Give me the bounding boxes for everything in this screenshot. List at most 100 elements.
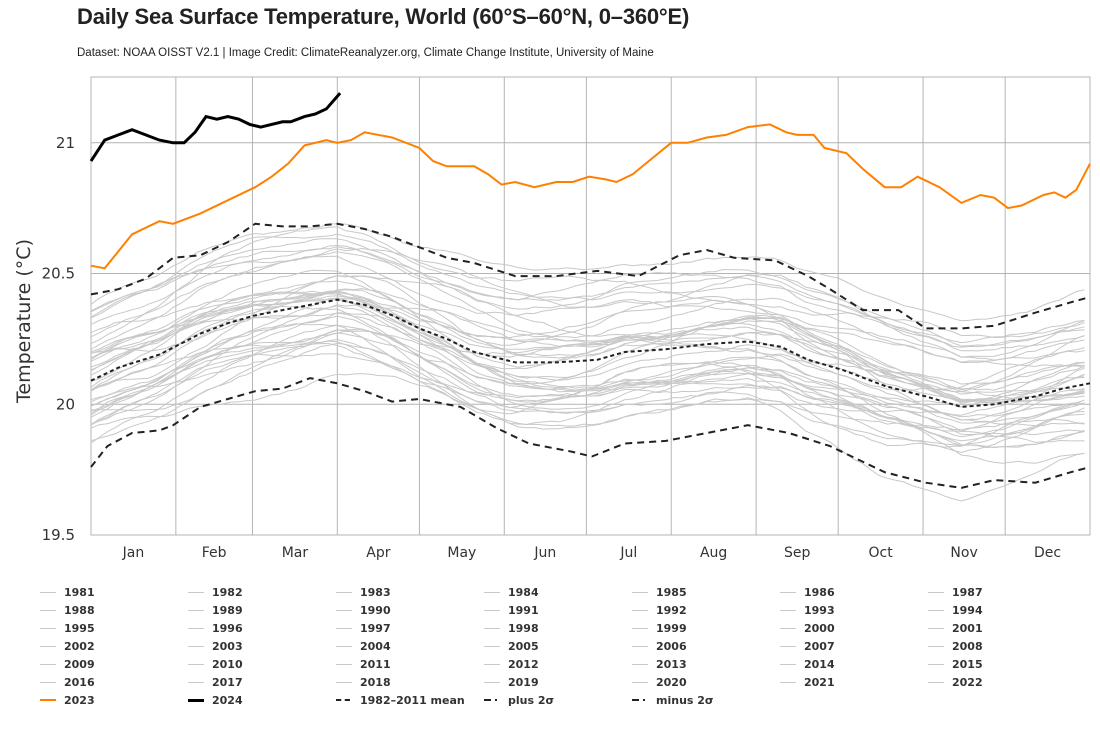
- legend-label: 2017: [212, 675, 243, 689]
- x-tick-label: Dec: [1034, 545, 1061, 561]
- legend-item[interactable]: 1997: [336, 619, 391, 637]
- legend-item[interactable]: 1994: [928, 601, 983, 619]
- legend-label: 2021: [804, 675, 835, 689]
- legend-label: 1994: [952, 603, 983, 617]
- legend-swatch: [928, 681, 944, 683]
- legend-item[interactable]: 2014: [780, 655, 835, 673]
- legend-item[interactable]: 2023: [40, 691, 95, 709]
- series-line-2016: [90, 223, 1085, 322]
- legend-swatch: [632, 609, 648, 611]
- legend-item[interactable]: 2000: [780, 619, 835, 637]
- legend-item[interactable]: 1999: [632, 619, 687, 637]
- legend-item[interactable]: 1983: [336, 583, 391, 601]
- series-line-2018: [90, 255, 1085, 361]
- legend-item[interactable]: 1993: [780, 601, 835, 619]
- legend-item[interactable]: 1986: [780, 583, 835, 601]
- legend-item[interactable]: 2006: [632, 637, 687, 655]
- legend-label: 2024: [212, 693, 243, 707]
- legend-swatch: [632, 663, 648, 665]
- series-line-2007: [90, 312, 1085, 424]
- series-line-1994: [90, 305, 1085, 426]
- legend-swatch: [188, 627, 204, 629]
- legend-item[interactable]: 1991: [484, 601, 539, 619]
- legend-item[interactable]: plus 2σ: [484, 691, 554, 709]
- series-line-2008: [90, 275, 1085, 392]
- legend-item[interactable]: 1988: [40, 601, 95, 619]
- legend-swatch: [780, 645, 796, 647]
- legend-label: 2013: [656, 657, 687, 671]
- x-tick-label: Jul: [619, 545, 637, 561]
- legend-item[interactable]: 1996: [188, 619, 243, 637]
- legend-item[interactable]: 1998: [484, 619, 539, 637]
- legend-label: 2023: [64, 693, 95, 707]
- legend-item[interactable]: 2020: [632, 673, 687, 691]
- legend-item[interactable]: 2009: [40, 655, 95, 673]
- y-axis-label: Temperature (°C): [13, 239, 35, 404]
- legend-label: 1983: [360, 585, 391, 599]
- legend-item[interactable]: minus 2σ: [632, 691, 714, 709]
- legend-label: 1999: [656, 621, 687, 635]
- legend-swatch: [188, 591, 204, 593]
- legend-item[interactable]: 1985: [632, 583, 687, 601]
- legend-item[interactable]: 2001: [928, 619, 983, 637]
- x-tick-label: Jan: [122, 545, 145, 561]
- series-line-2005: [90, 280, 1085, 385]
- legend-item[interactable]: 1992: [632, 601, 687, 619]
- legend-item[interactable]: 1982: [188, 583, 243, 601]
- legend-item[interactable]: 2016: [40, 673, 95, 691]
- legend-item[interactable]: 2005: [484, 637, 539, 655]
- x-tick-label: Apr: [366, 545, 390, 561]
- legend-label: 2012: [508, 657, 539, 671]
- legend-item[interactable]: 2002: [40, 637, 95, 655]
- sst-line-chart: 19.5 20 20.5 21 Jan Feb Mar Apr May Jun Jul Aug Sep O…: [13, 76, 1091, 561]
- legend-label: 2019: [508, 675, 539, 689]
- legend-swatch: [40, 663, 56, 665]
- legend-item[interactable]: 2022: [928, 673, 983, 691]
- legend-item[interactable]: 2010: [188, 655, 243, 673]
- series-line-2019: [90, 233, 1085, 347]
- legend-swatch: [336, 591, 352, 593]
- legend-item[interactable]: 2024: [188, 691, 243, 709]
- legend-item[interactable]: 1987: [928, 583, 983, 601]
- legend-item[interactable]: 2013: [632, 655, 687, 673]
- legend-swatch: [632, 699, 648, 701]
- legend-swatch: [632, 591, 648, 593]
- legend-label: 1985: [656, 585, 687, 599]
- legend-label: 1995: [64, 621, 95, 635]
- legend-swatch: [336, 645, 352, 647]
- legend-label: 1987: [952, 585, 983, 599]
- legend-swatch: [40, 681, 56, 683]
- legend-item[interactable]: 2021: [780, 673, 835, 691]
- legend-item[interactable]: 2011: [336, 655, 391, 673]
- x-tick-label: Oct: [869, 545, 894, 561]
- legend-label: 2018: [360, 675, 391, 689]
- legend-label: 1998: [508, 621, 539, 635]
- legend-item[interactable]: 2015: [928, 655, 983, 673]
- legend-item[interactable]: 1984: [484, 583, 539, 601]
- legend-label: 1993: [804, 603, 835, 617]
- legend-item[interactable]: 1982–2011 mean: [336, 691, 465, 709]
- legend-item[interactable]: 2019: [484, 673, 539, 691]
- legend-swatch: [780, 627, 796, 629]
- legend-item[interactable]: 2003: [188, 637, 243, 655]
- legend-item[interactable]: 1990: [336, 601, 391, 619]
- legend-item[interactable]: 2004: [336, 637, 391, 655]
- legend-swatch: [40, 591, 56, 593]
- legend-item[interactable]: 2008: [928, 637, 983, 655]
- series-line-1982-2011-mean: [90, 298, 1091, 408]
- legend-item[interactable]: 2012: [484, 655, 539, 673]
- series-line-1984: [90, 373, 1085, 502]
- chart-subtitle: Dataset: NOAA OISST V2.1 | Image Credit:…: [77, 47, 654, 59]
- legend-item[interactable]: 2017: [188, 673, 243, 691]
- legend-item[interactable]: 1989: [188, 601, 243, 619]
- legend-item[interactable]: 1981: [40, 583, 95, 601]
- legend-label: 2007: [804, 639, 835, 653]
- legend-swatch: [484, 663, 500, 665]
- legend-label: 1997: [360, 621, 391, 635]
- legend-item[interactable]: 2007: [780, 637, 835, 655]
- legend-item[interactable]: 2018: [336, 673, 391, 691]
- legend-label: 2000: [804, 621, 835, 635]
- series-line-2014: [90, 251, 1085, 363]
- legend-item[interactable]: 1995: [40, 619, 95, 637]
- series-line-1996: [90, 297, 1085, 418]
